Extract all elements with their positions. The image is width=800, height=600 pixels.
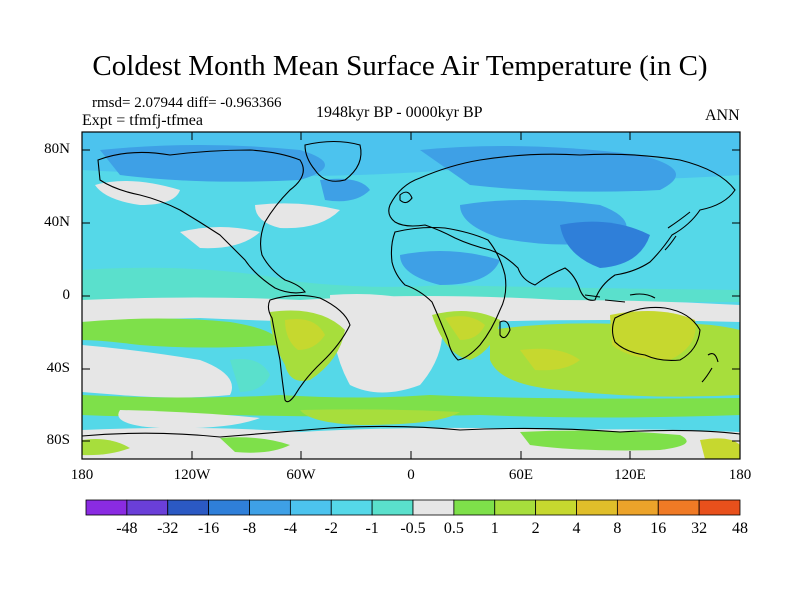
lon-label-120w: 120W: [173, 467, 211, 483]
lon-label-180e: 180: [728, 467, 752, 483]
lat-label-80s: 80S: [46, 432, 70, 448]
colorbar-label: 1: [490, 520, 499, 537]
colorbar-box: [371, 499, 414, 516]
colorbar-label: 4: [572, 520, 581, 537]
lon-label-180w: 180: [70, 467, 94, 483]
colorbar-label: -0.5: [400, 520, 426, 537]
temperature-field: [82, 132, 740, 459]
lon-label-0: 0: [407, 467, 415, 483]
lon-label-60e: 60E: [508, 467, 534, 483]
colorbar-box: [289, 499, 332, 516]
colorbar-label: -32: [157, 520, 179, 537]
colorbar-label: -8: [242, 520, 257, 537]
colorbar-box: [576, 499, 618, 516]
colorbar-label: 48: [732, 520, 748, 537]
colorbar-label: -48: [116, 520, 138, 537]
period-label: 1948kyr BP - 0000kyr BP: [316, 104, 483, 121]
lon-label-120e: 120E: [614, 467, 646, 483]
season-label: ANN: [705, 107, 740, 124]
experiment-label: Expt = tfmfj-tfmea: [82, 112, 203, 129]
stats-line: rmsd= 2.07944 diff= -0.963366: [92, 95, 282, 111]
colorbar-box: [453, 499, 496, 516]
colorbar: [85, 499, 741, 516]
colorbar-label: 32: [691, 520, 708, 537]
axis-ticks: [82, 132, 740, 459]
coastlines: [82, 140, 740, 438]
chart-title: Coldest Month Mean Surface Air Temperatu…: [92, 50, 708, 82]
lat-label-40n: 40N: [44, 214, 70, 230]
colorbar-label: -2: [324, 520, 338, 537]
colorbar-label: 2: [531, 520, 540, 537]
colorbar-label: 16: [650, 520, 667, 537]
colorbar-box: [412, 499, 455, 516]
colorbar-label: 8: [613, 520, 622, 537]
colorbar-box: [249, 499, 291, 516]
colorbar-box: [657, 499, 700, 516]
colorbar-box: [494, 499, 537, 516]
colorbar-label: -4: [283, 520, 298, 537]
lat-label-eq: 0: [62, 287, 71, 303]
lon-label-60w: 60W: [286, 467, 316, 483]
colorbar-box: [535, 499, 577, 516]
colorbar-box: [167, 499, 210, 516]
colorbar-box: [85, 499, 128, 516]
colorbar-label: -16: [197, 520, 220, 537]
colorbar-box: [330, 499, 373, 516]
lat-label-40s: 40S: [46, 360, 70, 376]
colorbar-box: [616, 499, 659, 516]
colorbar-box: [208, 499, 250, 516]
colorbar-label: -1: [365, 520, 379, 537]
colorbar-box: [698, 499, 741, 516]
colorbar-box: [126, 499, 169, 516]
lat-label-80n: 80N: [44, 141, 70, 157]
colorbar-label: 0.5: [443, 520, 464, 537]
